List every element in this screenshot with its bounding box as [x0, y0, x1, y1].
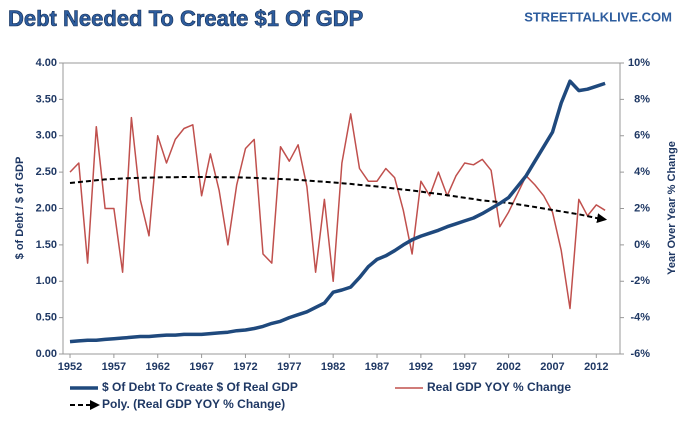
y2-tick-label: -4% [630, 312, 650, 324]
y-tick-label: 1.50 [36, 239, 57, 251]
x-tick-label: 1972 [233, 361, 257, 373]
x-tick-label: 2007 [540, 361, 564, 373]
y2-tick-label: 4% [634, 166, 650, 178]
source: STREETTALKLIVE.COM [524, 9, 672, 24]
y2-tick-label: -6% [630, 348, 650, 360]
series-line [69, 113, 606, 310]
x-tick-label: 1987 [365, 361, 389, 373]
y-tick-label: 3.50 [36, 93, 57, 105]
legend-label: Poly. (Real GDP YOY % Change) [102, 397, 285, 411]
y-tick-label: 0.00 [36, 348, 57, 360]
y-tick-label: 3.00 [36, 130, 57, 142]
y2-tick-label: 10% [628, 57, 650, 69]
x-tick-label: 2002 [496, 361, 520, 373]
legend-label: $ Of Debt To Create $ Of Real GDP [102, 380, 298, 394]
y-tick-label: 0.50 [36, 312, 57, 324]
y2-tick-label: 2% [634, 202, 650, 214]
y2-tick-label: -2% [630, 275, 650, 287]
x-tick-label: 1977 [277, 361, 301, 373]
x-tick-label: 1952 [58, 361, 82, 373]
series-line [69, 79, 606, 344]
series-line [69, 176, 608, 224]
x-tick-label: 1957 [102, 361, 126, 373]
y2-tick-label: 6% [634, 130, 650, 142]
legend-label: Real GDP YOY % Change [427, 380, 571, 394]
x-tick-label: 1997 [452, 361, 476, 373]
y2-tick-label: 0% [634, 239, 650, 251]
chart-title: Debt Needed To Create $1 Of GDP [8, 6, 363, 31]
x-tick-label: 1982 [321, 361, 345, 373]
y-tick-label: 2.00 [36, 202, 57, 214]
y-tick-label: 1.00 [36, 275, 57, 287]
x-tick-label: 2012 [584, 361, 608, 373]
plot-frame [62, 62, 621, 355]
y2-tick-label: 8% [634, 93, 650, 105]
y-tick-label: 2.50 [36, 166, 57, 178]
x-tick-label: 1992 [409, 361, 433, 373]
x-tick-label: 1967 [189, 361, 213, 373]
y2-axis-label: Year Over Year % Change [666, 141, 678, 275]
y-axis-label: $ of Debt / $ of GDP [14, 157, 26, 260]
x-tick-label: 1962 [145, 361, 169, 373]
y-tick-label: 4.00 [36, 57, 57, 69]
